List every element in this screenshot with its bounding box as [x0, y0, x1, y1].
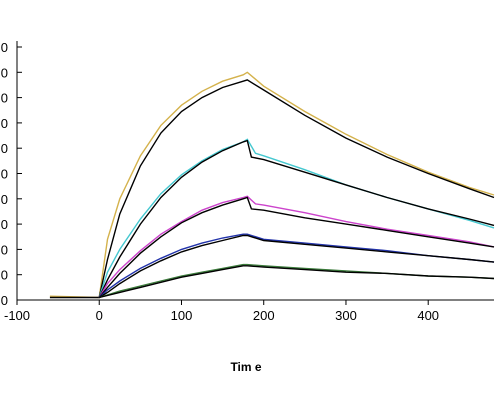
y-tick-label: 0 [1, 141, 8, 156]
y-tick-label: 0 [1, 91, 8, 106]
measured-curve-6 [98, 233, 495, 299]
traces [49, 71, 495, 299]
y-tick-label: 0 [1, 293, 8, 308]
measured-curve-4 [98, 195, 495, 298]
y-tick-label: 0 [1, 65, 8, 80]
x-tick-label: 0 [96, 308, 103, 323]
x-tick-label: -100 [4, 308, 30, 323]
fit-curve-9 [99, 265, 495, 299]
y-tick-label: 0 [1, 268, 8, 283]
fit-curve-5 [98, 196, 495, 298]
y-tick-label: 0 [1, 192, 8, 207]
x-tick-label: 200 [253, 308, 275, 323]
y-tick-label: 0 [1, 167, 8, 182]
fit-curve-3 [98, 139, 495, 298]
measured-curve-2 [98, 138, 495, 298]
x-tick-label: 400 [417, 308, 439, 323]
fit-curve-7 [98, 234, 495, 299]
measured-curve-0 [49, 71, 495, 299]
y-tick-label: 0 [1, 242, 8, 257]
x-tick-label: 100 [171, 308, 193, 323]
y-tick-label: 0 [1, 40, 8, 55]
y-tick-label: 0 [1, 217, 8, 232]
x-tick-label: 300 [335, 308, 357, 323]
x-axis-title: Tim e [230, 360, 261, 374]
y-tick-label: 0 [1, 116, 8, 131]
fit-curve-1 [49, 79, 495, 299]
